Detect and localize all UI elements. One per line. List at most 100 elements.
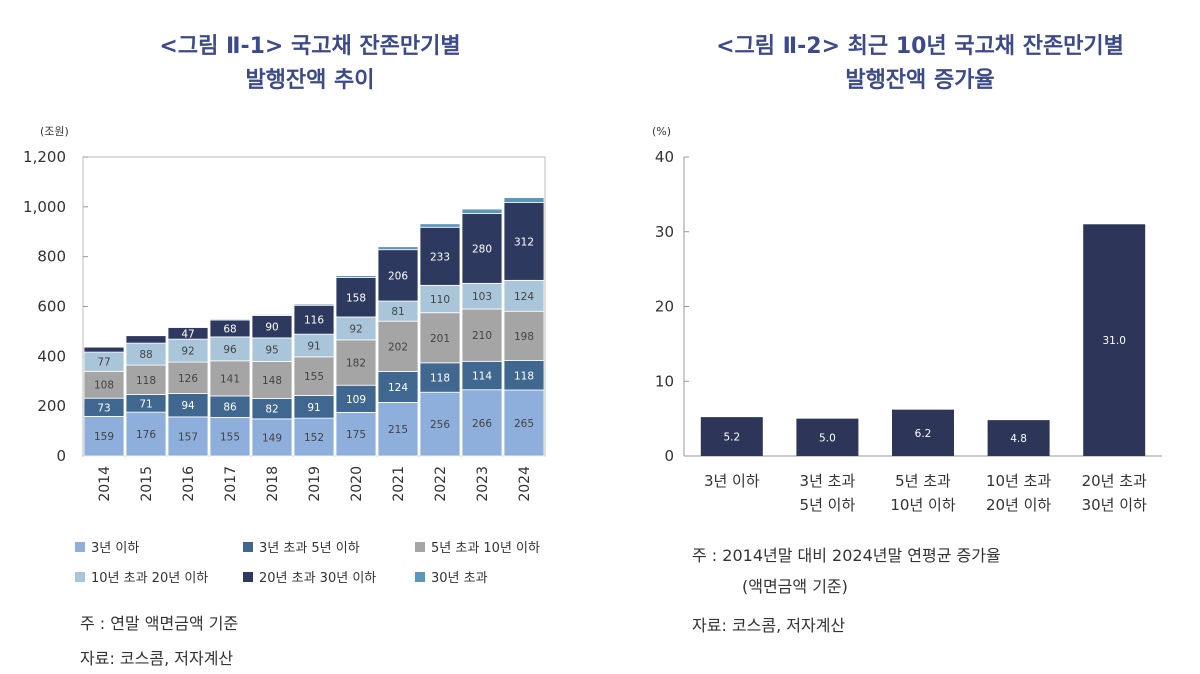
left-y-tick-label: 0 [56, 447, 66, 465]
bar-value-label: 103 [472, 291, 492, 303]
bar-segment [125, 335, 167, 344]
bar-segment [335, 339, 377, 386]
growth-bar-label: 5.0 [819, 432, 836, 444]
bar-segment [335, 275, 377, 278]
right-x-tick-label: 5년 이하 [800, 496, 856, 514]
bar-value-label: 175 [346, 429, 366, 441]
right-y-tick-label: 20 [655, 298, 674, 316]
legend-item: 5년 초과 10년 이하 [415, 537, 540, 556]
growth-bar-label: 6.2 [915, 428, 932, 440]
bar-segment [209, 318, 251, 321]
bar-value-label: 82 [265, 404, 278, 416]
growth-bar [796, 418, 859, 456]
bar-segment [377, 320, 419, 372]
bar-value-label: 96 [223, 344, 237, 356]
bar-segment [503, 389, 545, 457]
bar-segment [461, 282, 503, 310]
bar-value-label: 118 [430, 373, 450, 385]
left-x-tick-label: 2018 [265, 466, 281, 502]
bar-value-label: 91 [307, 340, 320, 352]
bar-value-label: 265 [514, 418, 534, 430]
bar-value-label: 94 [181, 400, 195, 412]
bar-segment [419, 223, 461, 228]
bar-segment [377, 371, 419, 403]
right-x-tick-label: 10년 초과 [986, 472, 1051, 490]
bar-segment [209, 416, 251, 457]
bar-segment [419, 284, 461, 314]
right-note: 주 : 2014년말 대비 2024년말 연평균 증가율 [692, 546, 1001, 565]
right-note-2: (액면금액 기준) [742, 577, 848, 596]
right-source: 자료: 코스콤, 저자계산 [692, 616, 846, 635]
bar-value-label: 155 [220, 432, 240, 444]
left-x-tick-label: 2020 [349, 466, 365, 502]
bar-value-label: 233 [430, 251, 450, 263]
left-x-tick-label: 2014 [97, 466, 113, 502]
bar-value-label: 155 [304, 371, 324, 383]
bar-segment [209, 360, 251, 397]
bar-value-label: 158 [346, 292, 366, 304]
legend-label: 10년 초과 20년 이하 [91, 571, 209, 586]
legend-item: 3년 이하 [75, 537, 139, 556]
bar-value-label: 159 [94, 431, 114, 443]
right-x-tick-label: 3년 초과 [800, 472, 856, 490]
bar-segment [461, 208, 503, 214]
legend-swatch [243, 541, 253, 552]
right-title-line2: 발행잔액 증가율 [845, 68, 995, 93]
bar-value-label: 95 [265, 345, 278, 357]
left-x-tick-label: 2023 [475, 466, 491, 502]
right-title-line1: <그림 Ⅱ-2> 최근 10년 국고채 잔존만기별 [716, 34, 1124, 59]
right-y-tick-label: 30 [655, 223, 674, 241]
bar-value-label: 118 [136, 375, 156, 387]
legend-item: 10년 초과 20년 이하 [75, 567, 208, 586]
bar-value-label: 152 [304, 432, 324, 444]
bar-segment [461, 389, 503, 457]
bar-value-label: 141 [220, 373, 240, 385]
growth-bar-label: 31.0 [1103, 335, 1126, 347]
legend-label: 20년 초과 30년 이하 [259, 571, 377, 586]
bar-value-label: 215 [388, 424, 408, 436]
bar-value-label: 201 [430, 333, 450, 345]
bar-value-label: 114 [472, 371, 492, 383]
bar-value-label: 124 [388, 382, 408, 394]
left-y-tick-label: 1,000 [23, 198, 66, 216]
bar-value-label: 202 [388, 341, 408, 353]
bar-value-label: 91 [307, 402, 320, 414]
bar-segment [503, 310, 545, 361]
growth-bar [700, 417, 763, 456]
left-x-tick-label: 2017 [223, 466, 239, 502]
right-y-tick-label: 40 [655, 148, 674, 166]
bar-value-label: 81 [391, 306, 404, 318]
growth-bar [892, 409, 954, 456]
bar-segment [251, 361, 293, 399]
bar-value-label: 206 [388, 270, 408, 282]
bar-value-label: 116 [304, 315, 324, 327]
bar-value-label: 92 [181, 346, 194, 358]
growth-bar-label: 4.8 [1010, 433, 1027, 445]
bar-value-label: 198 [514, 331, 534, 343]
bar-value-label: 110 [430, 294, 450, 306]
bar-value-label: 182 [346, 358, 366, 370]
legend-swatch [243, 571, 253, 582]
bar-value-label: 77 [97, 357, 110, 369]
left-x-tick-label: 2015 [139, 466, 155, 502]
bar-value-label: 68 [223, 323, 236, 335]
growth-bar [987, 420, 1050, 456]
left-source: 자료: 코스콤, 저자계산 [80, 649, 234, 668]
bar-segment [167, 361, 209, 394]
bar-value-label: 176 [136, 429, 156, 441]
legend-item: 3년 초과 5년 이하 [243, 537, 360, 556]
legend-label: 3년 이하 [91, 541, 140, 556]
left-y-tick-label: 400 [37, 347, 66, 365]
bar-segment [293, 356, 335, 396]
bar-segment [335, 277, 377, 318]
left-title-line1: <그림 Ⅱ-1> 국고채 잔존만기별 [159, 34, 461, 59]
bar-value-label: 280 [472, 243, 492, 255]
legend-swatch [75, 571, 85, 582]
left-x-tick-label: 2021 [391, 466, 407, 502]
bar-segment [419, 226, 461, 286]
bar-value-label: 157 [178, 431, 198, 443]
left-unit-label: (조원) [40, 125, 69, 138]
bar-value-label: 108 [94, 380, 114, 392]
legend-label: 5년 초과 10년 이하 [431, 541, 540, 556]
bar-value-label: 148 [262, 375, 282, 387]
